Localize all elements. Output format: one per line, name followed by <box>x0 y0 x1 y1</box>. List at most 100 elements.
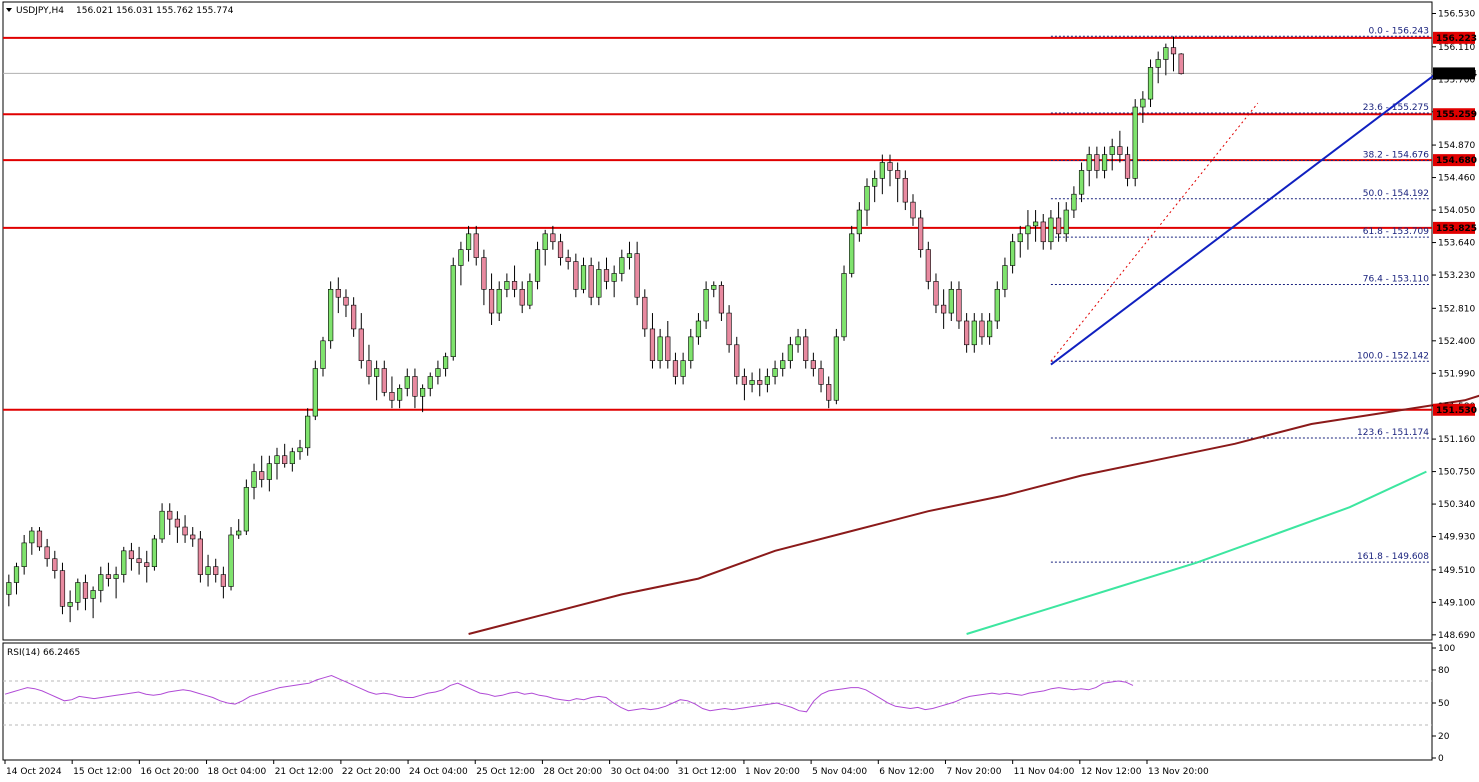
candle <box>305 408 311 456</box>
candle-body-bear <box>351 304 357 330</box>
candle-body-bear <box>1178 53 1184 75</box>
candle <box>1040 214 1046 250</box>
rsi-tick-label: 20 <box>1438 732 1450 742</box>
chart-ohlc: 156.021 156.031 155.762 155.774 <box>76 6 234 16</box>
candle <box>1155 51 1161 84</box>
candle <box>718 281 725 321</box>
candle-body-bear <box>36 530 43 548</box>
price-tick-label: 149.100 <box>1438 598 1475 608</box>
candle-body-bull <box>151 538 158 567</box>
price-tag-label: 156.223 <box>1436 34 1477 44</box>
candle-body-bull <box>527 281 533 306</box>
candle-body-bear <box>1040 221 1046 243</box>
candle-body-bear <box>136 558 142 564</box>
candle-body-bull <box>795 336 801 346</box>
candle <box>895 162 901 203</box>
candle-body-bear <box>213 566 219 575</box>
candle <box>243 479 249 535</box>
current-price-tag-label: 155.774 <box>1436 69 1477 79</box>
candle-body-bull <box>305 415 311 449</box>
candle-body-bull <box>13 566 20 583</box>
candle-body-bull <box>1002 265 1008 290</box>
candle <box>542 229 548 266</box>
candle-body-bear <box>44 546 50 560</box>
candle-body-bull <box>29 530 35 544</box>
candle <box>695 313 702 345</box>
collapse-triangle-icon[interactable] <box>6 8 12 12</box>
candle <box>626 241 633 270</box>
candle <box>259 455 265 488</box>
candle <box>205 554 211 587</box>
candle-body-bear <box>1055 217 1062 235</box>
candle-body-bull <box>75 582 81 603</box>
candle-body-bear <box>826 384 832 401</box>
time-tick-label: 1 Nov 20:00 <box>745 767 800 777</box>
price-tick-label: 152.810 <box>1438 304 1475 314</box>
candle <box>44 538 50 567</box>
candle <box>979 313 985 345</box>
candle-body-bear <box>964 320 970 346</box>
candle <box>872 170 878 203</box>
candle-body-bear <box>603 269 610 282</box>
fib-level-label: 38.2 - 154.676 <box>1363 150 1429 160</box>
rsi-panel-frame <box>2 642 1433 761</box>
time-tick-label: 5 Nov 04:00 <box>812 767 867 777</box>
candle-body-bull <box>1017 233 1023 243</box>
candle-body-bull <box>580 265 587 290</box>
candle-body-bear <box>634 253 640 298</box>
candle <box>1078 162 1085 203</box>
candle <box>649 313 656 369</box>
price-tick-label: 150.750 <box>1438 468 1475 478</box>
candle-body-bull <box>243 487 249 532</box>
time-tick-label: 21 Oct 12:00 <box>275 767 334 777</box>
price-tick-label: 154.460 <box>1438 174 1475 184</box>
candle-body-bear <box>1094 154 1100 171</box>
candle <box>52 550 58 579</box>
candle-body-bull <box>496 288 502 314</box>
candle-body-bull <box>1101 154 1108 171</box>
candle <box>182 515 188 543</box>
candle <box>412 368 418 409</box>
price-tag-label: 153.825 <box>1436 224 1477 234</box>
price-tick-label: 156.530 <box>1438 10 1475 20</box>
candle <box>328 281 334 349</box>
candle-body-bull <box>1025 225 1031 235</box>
candle <box>749 372 755 393</box>
candle-body-bull <box>1140 98 1146 108</box>
candle <box>887 154 893 187</box>
current-price-tag-box <box>1433 67 1475 80</box>
time-axis: 14 Oct 2024 15 Oct 12:00 16 Oct 20:00 18 Oc… <box>4 760 1209 777</box>
candle-body-bull <box>397 388 403 401</box>
candle-body-bull <box>67 602 73 607</box>
candle <box>550 225 556 250</box>
candle <box>381 360 387 397</box>
candle-body-bear <box>665 336 671 361</box>
price-tag-label: 154.680 <box>1436 156 1477 166</box>
candle-body-bull <box>872 178 878 187</box>
candle-body-bull <box>427 376 433 389</box>
price-tick-label: 151.990 <box>1438 369 1475 379</box>
candle <box>297 439 303 460</box>
chart-symbol: USDJPY,H4 <box>16 6 64 16</box>
candle-body-bear <box>550 233 556 243</box>
rsi-tick-label: 50 <box>1438 699 1450 709</box>
candle <box>1170 36 1177 72</box>
price-tick-label: 150.340 <box>1438 500 1475 510</box>
candle <box>190 527 196 547</box>
time-tick-label: 18 Oct 04:00 <box>208 767 267 777</box>
candle-body-bear <box>642 296 648 330</box>
candle <box>1071 186 1077 218</box>
candle-body-bear <box>197 538 203 575</box>
candle-body-bear <box>59 570 66 607</box>
candle-body-bear <box>649 328 656 361</box>
candle-body-bull <box>626 253 633 258</box>
rsi-label: RSI(14) 66.2465 <box>7 648 80 658</box>
candle-body-bear <box>488 288 495 314</box>
candle <box>841 265 847 341</box>
candle <box>105 562 112 587</box>
candle <box>1147 59 1154 108</box>
candle-body-bear <box>956 288 962 322</box>
candle-body-bull <box>504 281 510 290</box>
candle <box>1109 138 1115 171</box>
